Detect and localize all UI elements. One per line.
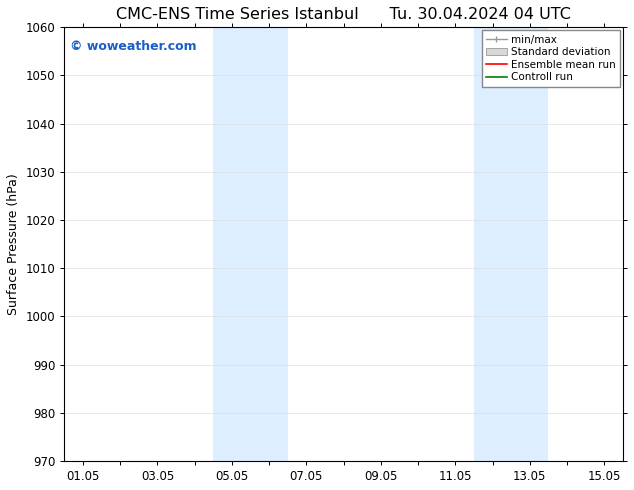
Text: © woweather.com: © woweather.com: [70, 40, 197, 53]
Legend: min/max, Standard deviation, Ensemble mean run, Controll run: min/max, Standard deviation, Ensemble me…: [482, 30, 620, 87]
Y-axis label: Surface Pressure (hPa): Surface Pressure (hPa): [7, 173, 20, 315]
Bar: [511, 27, 548, 461]
Bar: [213, 27, 250, 461]
Bar: [474, 27, 511, 461]
Title: CMC-ENS Time Series Istanbul      Tu. 30.04.2024 04 UTC: CMC-ENS Time Series Istanbul Tu. 30.04.2…: [116, 7, 571, 22]
Bar: [250, 27, 288, 461]
